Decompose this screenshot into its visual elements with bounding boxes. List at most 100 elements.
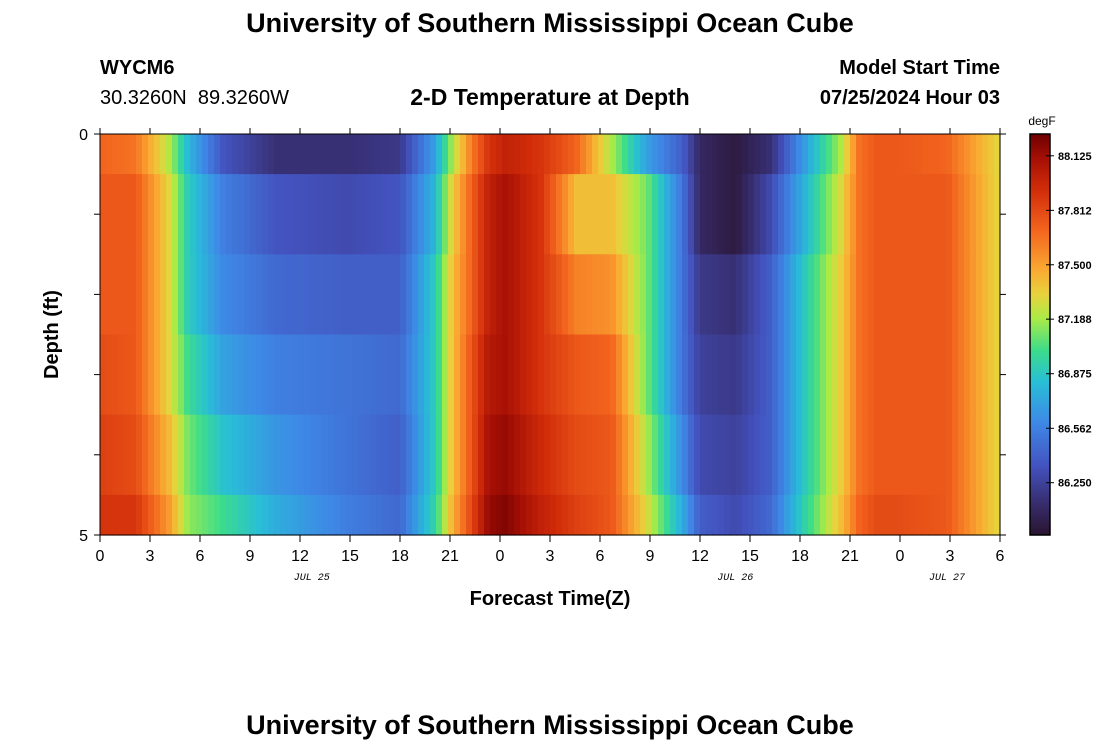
heatmap-cell <box>730 334 737 416</box>
heatmap-cell <box>724 134 731 175</box>
heatmap-cell <box>688 334 695 416</box>
heatmap-cell <box>382 174 389 255</box>
heatmap-cell <box>754 174 761 255</box>
heatmap-cell <box>736 134 743 175</box>
heatmap-cell <box>730 254 737 336</box>
heatmap-cell <box>712 494 719 536</box>
heatmap-cell <box>862 334 869 416</box>
heatmap-cell <box>718 334 725 416</box>
heatmap-cell <box>856 334 863 416</box>
heatmap-cell <box>538 174 545 255</box>
heatmap-cell <box>892 254 899 336</box>
date-label: JUL 27 <box>929 573 965 584</box>
heatmap-cell <box>100 254 107 336</box>
heatmap-cell <box>274 414 281 496</box>
heatmap-cell <box>784 174 791 255</box>
heatmap-cell <box>352 494 359 536</box>
heatmap-cell <box>190 134 197 175</box>
heatmap-cell <box>670 334 677 416</box>
heatmap-cell <box>298 334 305 416</box>
heatmap-cell <box>148 494 155 536</box>
heatmap-cell <box>604 494 611 536</box>
heatmap-cell <box>352 414 359 496</box>
heatmap-cell <box>166 254 173 336</box>
heatmap-cell <box>652 414 659 496</box>
heatmap-cell <box>292 174 299 255</box>
heatmap-cell <box>340 254 347 336</box>
heatmap-cell <box>766 494 773 536</box>
heatmap-cell <box>928 254 935 336</box>
heatmap-cell <box>286 414 293 496</box>
heatmap-cell <box>892 414 899 496</box>
heatmap-cell <box>754 134 761 175</box>
colorbar-gradient <box>1029 133 1051 536</box>
heatmap-cell <box>670 414 677 496</box>
heatmap-cell <box>994 134 1001 175</box>
heatmap-cell <box>124 254 131 336</box>
heatmap-cell <box>862 174 869 255</box>
heatmap-cell <box>934 254 941 336</box>
heatmap-cell <box>688 494 695 536</box>
heatmap-cell <box>778 254 785 336</box>
heatmap-cell <box>184 254 191 336</box>
heatmap-cell <box>610 494 617 536</box>
heatmap-cell <box>232 254 239 336</box>
heatmap-cell <box>880 414 887 496</box>
heatmap-cell <box>850 334 857 416</box>
heatmap-cell <box>130 414 137 496</box>
heatmap-cell <box>274 494 281 536</box>
heatmap-cell <box>814 174 821 255</box>
heatmap-cell <box>610 254 617 336</box>
heatmap-cell <box>622 334 629 416</box>
heatmap-cell <box>364 494 371 536</box>
heatmap-cell <box>202 254 209 336</box>
heatmap-cell <box>622 414 629 496</box>
heatmap-cell <box>964 414 971 496</box>
heatmap-cell <box>724 494 731 536</box>
heatmap-cell <box>286 254 293 336</box>
heatmap-cell <box>532 254 539 336</box>
heatmap-cell <box>520 254 527 336</box>
heatmap-cell <box>106 254 113 336</box>
heatmap-cell <box>304 494 311 536</box>
heatmap-cell <box>214 334 221 416</box>
x-tick-label: 21 <box>441 548 459 565</box>
heatmap-cell <box>712 334 719 416</box>
heatmap-cell <box>418 334 425 416</box>
heatmap-cell <box>640 494 647 536</box>
heatmap-cell <box>688 254 695 336</box>
heatmap-cell <box>490 414 497 496</box>
heatmap-cell <box>916 174 923 255</box>
heatmap-cell <box>556 254 563 336</box>
heatmap-cell <box>784 134 791 175</box>
heatmap-cell <box>622 134 629 175</box>
heatmap-cell <box>952 134 959 175</box>
colorbar-tick-label: 86.562 <box>1058 423 1092 435</box>
heatmap-cell <box>526 134 533 175</box>
heatmap-cell <box>454 134 461 175</box>
heatmap-cell <box>742 174 749 255</box>
heatmap-cell <box>820 134 827 175</box>
heatmap-cell <box>736 334 743 416</box>
y-tick-label: 0 <box>79 127 88 144</box>
heatmap-cell <box>112 254 119 336</box>
heatmap-cell <box>838 334 845 416</box>
heatmap-cell <box>298 494 305 536</box>
heatmap-cell <box>100 334 107 416</box>
heatmap-cell <box>958 334 965 416</box>
heatmap-cell <box>994 414 1001 496</box>
x-tick-label: 3 <box>146 548 155 565</box>
heatmap-cell <box>322 494 329 536</box>
heatmap-cell <box>412 334 419 416</box>
heatmap-cell <box>898 254 905 336</box>
heatmap-cell <box>442 254 449 336</box>
heatmap-cell <box>160 494 167 536</box>
heatmap-cell <box>604 334 611 416</box>
heatmap-cell <box>724 254 731 336</box>
heatmap-cell <box>964 134 971 175</box>
heatmap-cell <box>820 254 827 336</box>
heatmap-cell <box>436 334 443 416</box>
heatmap-cell <box>142 334 149 416</box>
heatmap-cell <box>364 174 371 255</box>
heatmap-cell <box>676 414 683 496</box>
